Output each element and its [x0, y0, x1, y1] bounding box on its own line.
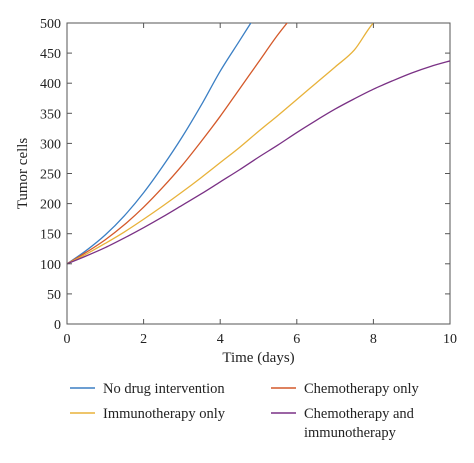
legend-label-4: Chemotherapy and immunotherapy — [304, 406, 415, 441]
series-layer — [67, 23, 450, 265]
series-line-3 — [67, 23, 375, 265]
legend-label-1: No drug intervention — [103, 381, 225, 397]
y-axis-title: Tumor cells — [15, 138, 31, 210]
x-tick-label: 8 — [370, 332, 377, 347]
y-tick-label: 0 — [54, 318, 61, 333]
series-line-1 — [67, 23, 252, 265]
legend-label-3: Immunotherapy only — [103, 406, 226, 422]
y-tick-label: 50 — [47, 288, 61, 303]
y-tick-label: 250 — [40, 168, 61, 183]
y-tick-label: 500 — [40, 17, 61, 32]
legend: No drug intervention Chemotherapy only Imm… — [70, 381, 420, 441]
y-tick-label: 350 — [40, 107, 61, 122]
plot-area — [66, 22, 451, 325]
x-tick-label: 4 — [217, 332, 224, 347]
x-tick-label: 2 — [140, 332, 147, 347]
x-tick-label: 6 — [293, 332, 300, 347]
y-tick-label: 400 — [40, 77, 61, 92]
y-tick-label: 150 — [40, 228, 61, 243]
legend-label-2: Chemotherapy only — [304, 381, 420, 397]
x-tick-label: 0 — [64, 332, 71, 347]
x-axis-title: Time (days) — [222, 350, 294, 366]
series-line-4 — [67, 60, 450, 265]
y-tick-label: 450 — [40, 47, 61, 62]
series-line-2 — [67, 23, 288, 265]
y-tick-label: 200 — [40, 198, 61, 213]
x-tick-label: 10 — [443, 332, 457, 347]
y-tick-label: 100 — [40, 258, 61, 273]
y-tick-label: 300 — [40, 137, 61, 152]
